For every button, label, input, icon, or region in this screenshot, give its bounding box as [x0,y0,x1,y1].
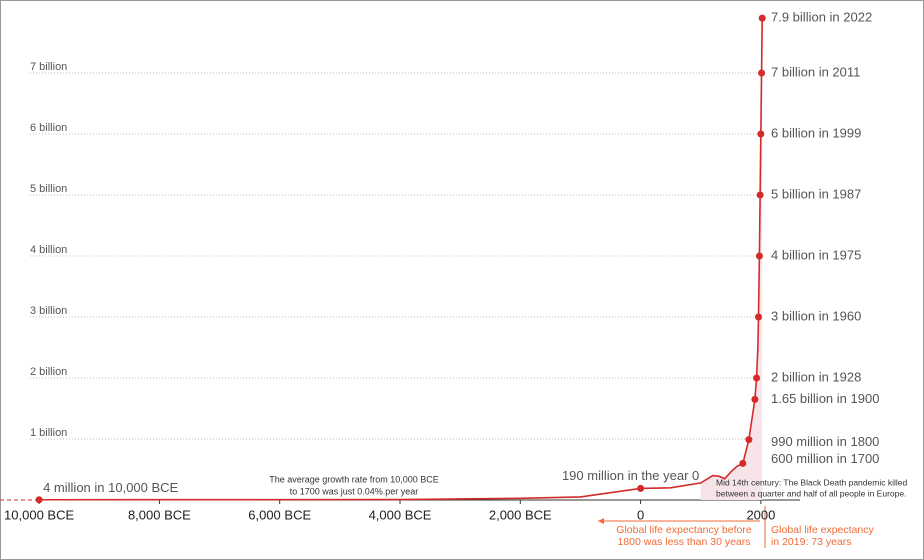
point-label: 990 million in 1800 [771,434,879,449]
annotation: Global life expectancy [771,524,874,536]
y-tick-label: 4 billion [30,244,67,256]
x-tick-label: 2000 [746,507,775,522]
y-tick-label: 7 billion [30,61,67,73]
point-label: 5 billion in 1987 [771,186,861,201]
point-label: 6 billion in 1999 [771,125,861,140]
point [35,496,43,504]
x-tick-label: 0 [637,507,644,522]
point-label: 1.65 billion in 1900 [771,391,879,406]
point-label: 4 million in 10,000 BCE [43,480,178,495]
point-label: 3 billion in 1960 [771,308,861,323]
point [754,313,762,321]
arrow-head [598,518,604,524]
point [755,252,763,260]
area-shade [700,18,763,500]
point-label: 7.9 billion in 2022 [771,10,872,25]
annotation: between a quarter and half of all people… [716,488,906,498]
point-label: 4 billion in 1975 [771,247,861,262]
annotation: to 1700 was just 0.04%.per year [290,486,419,496]
y-tick-label: 3 billion [30,305,67,317]
point-label: 7 billion in 2011 [771,64,860,79]
y-tick-label: 2 billion [30,366,67,378]
point [739,459,747,467]
point [757,130,765,138]
y-tick-label: 1 billion [30,427,67,439]
annotation: The average growth rate from 10,000 BCE [269,474,439,484]
point [758,69,766,77]
y-tick-label: 6 billion [30,122,67,134]
annotation: Mid 14th century: The Black Death pandem… [716,477,907,487]
x-tick-label: 10,000 BCE [4,507,74,522]
x-tick-label: 4,000 BCE [369,507,432,522]
point-label: 600 million in 1700 [771,451,879,466]
point-label: 190 million in the year 0 [562,468,699,483]
point-label: 2 billion in 1928 [771,369,861,384]
point [745,436,753,444]
point [751,395,759,403]
x-tick-label: 8,000 BCE [128,507,191,522]
point [637,484,645,492]
point [753,374,761,382]
point [756,191,764,199]
x-tick-label: 6,000 BCE [248,507,311,522]
annotation: Global life expectancy before [616,524,752,536]
x-tick-label: 2,000 BCE [489,507,552,522]
point [758,14,766,22]
y-tick-label: 5 billion [30,183,67,195]
annotation: 1800 was less than 30 years [617,536,750,548]
annotation: in 2019: 73 years [771,536,852,548]
